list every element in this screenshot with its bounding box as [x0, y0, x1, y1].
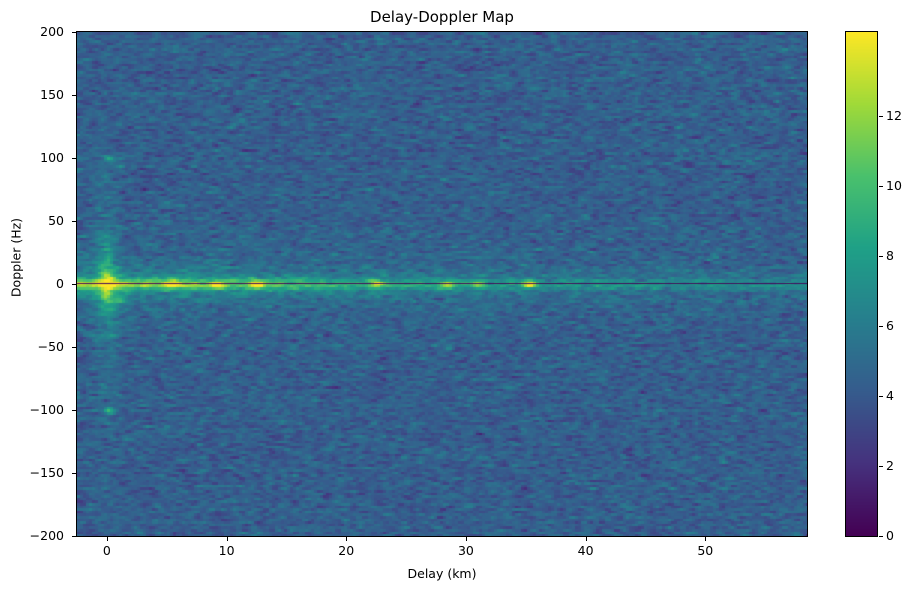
x-tick [585, 537, 587, 541]
x-tick-label: 0 [102, 543, 111, 558]
y-tick [72, 473, 76, 474]
y-tick [72, 32, 76, 33]
y-tick-label: 100 [40, 150, 64, 165]
y-tick-label: −200 [29, 528, 64, 543]
y-tick [72, 284, 76, 285]
x-tick-label: 30 [457, 543, 474, 558]
x-axis-label: Delay (km) [407, 566, 477, 581]
x-tick-label: 10 [218, 543, 235, 558]
y-tick [72, 536, 76, 537]
delay-doppler-heatmap [77, 32, 807, 536]
colorbar-tick [879, 186, 883, 187]
y-tick-label: −100 [29, 402, 64, 417]
x-tick-label: 50 [697, 543, 714, 558]
y-tick-label: 200 [40, 24, 64, 39]
y-tick-label: −50 [37, 339, 64, 354]
x-tick [465, 537, 467, 541]
y-tick [72, 221, 76, 222]
colorbar-tick-label: 0 [886, 528, 894, 543]
y-tick [72, 95, 76, 96]
y-tick-label: 50 [48, 213, 64, 228]
y-tick [72, 158, 76, 159]
colorbar-tick-label: 6 [886, 318, 894, 333]
colorbar-tick [879, 326, 883, 327]
colorbar-tick-label: 4 [886, 388, 894, 403]
y-tick-label: 150 [40, 87, 64, 102]
x-tick [346, 537, 348, 541]
colorbar-tick [879, 256, 883, 257]
colorbar-tick-label: 2 [886, 458, 894, 473]
y-tick [72, 347, 76, 348]
y-tick-label: 0 [56, 276, 64, 291]
colorbar-tick [879, 466, 883, 467]
y-tick-label: −150 [29, 465, 64, 480]
colorbar-tick-label: 12 [886, 108, 902, 123]
colorbar-tick [879, 396, 883, 397]
x-tick [705, 537, 707, 541]
x-tick-label: 20 [338, 543, 355, 558]
colorbar-tick [879, 116, 883, 117]
colorbar [845, 31, 878, 537]
colorbar-tick-label: 10 [886, 178, 902, 193]
x-tick [106, 537, 108, 541]
colorbar-tick [879, 536, 883, 537]
x-tick [226, 537, 228, 541]
colorbar-gradient [846, 32, 877, 536]
colorbar-tick-label: 8 [886, 248, 894, 263]
y-tick [72, 410, 76, 411]
x-tick-label: 40 [577, 543, 594, 558]
heatmap-plot-area [76, 31, 808, 537]
page-title: Delay-Doppler Map [370, 8, 514, 26]
